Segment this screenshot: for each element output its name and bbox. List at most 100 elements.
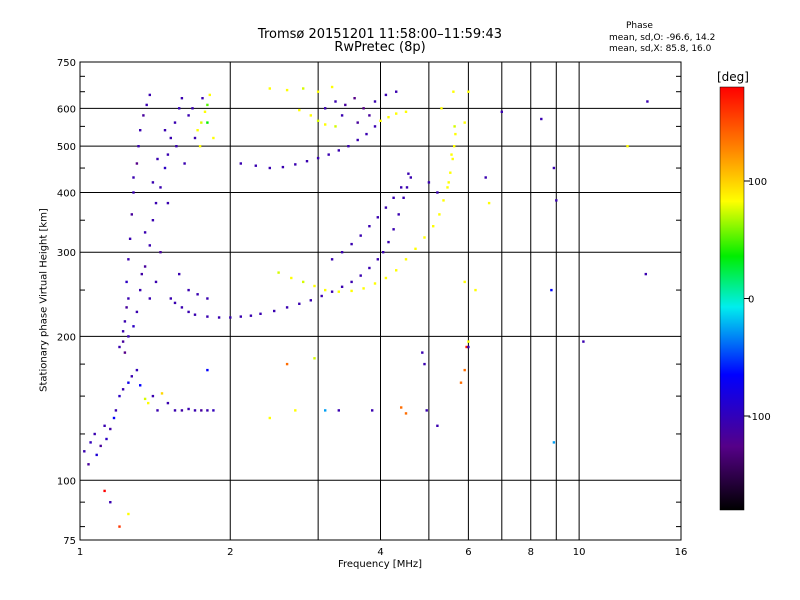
x-tick-label: 6 <box>465 547 471 558</box>
data-point <box>309 114 312 117</box>
axis-ticks: 1 2 4 6 8 10 16 75 100 200 300 400 500 600 750 <box>57 58 687 558</box>
data-point <box>273 309 276 313</box>
y-tick-label: 200 <box>57 332 76 343</box>
data-point <box>340 114 344 117</box>
data-point <box>316 90 320 93</box>
data-point <box>132 191 135 194</box>
data-point <box>139 129 142 132</box>
x-tick-label: 1 <box>77 547 83 558</box>
data-point <box>467 345 470 349</box>
data-point <box>552 441 556 444</box>
data-point <box>187 310 190 314</box>
data-point <box>281 165 285 169</box>
data-point <box>163 129 167 132</box>
data-point <box>147 401 150 405</box>
data-point <box>148 297 151 300</box>
data-point <box>324 409 327 412</box>
data-point <box>118 525 121 528</box>
data-point <box>151 394 155 398</box>
data-point <box>93 432 96 436</box>
data-point <box>285 306 289 309</box>
data-points <box>83 85 649 528</box>
data-point <box>373 125 377 128</box>
x-tick-label: 10 <box>573 547 586 558</box>
data-point <box>327 153 330 156</box>
data-point <box>143 265 147 268</box>
data-point <box>285 88 289 92</box>
data-point <box>298 108 301 112</box>
data-point <box>440 107 443 110</box>
data-point <box>350 280 353 284</box>
y-tick-label: 500 <box>57 142 76 153</box>
data-point <box>156 409 159 412</box>
data-point <box>217 316 221 319</box>
data-point <box>397 213 400 216</box>
data-point <box>453 125 456 128</box>
data-point <box>405 186 409 189</box>
colorbar-tick-label: -100 <box>748 412 771 423</box>
x-axis-label: Frequency [MHz] <box>337 559 423 570</box>
data-point <box>206 297 209 300</box>
data-point <box>206 368 209 372</box>
data-point <box>109 501 112 504</box>
data-point <box>626 145 629 148</box>
data-point <box>187 407 190 411</box>
data-point <box>83 450 86 453</box>
data-point <box>409 176 412 179</box>
data-point <box>359 234 362 237</box>
data-point <box>447 181 450 184</box>
data-point <box>376 216 379 219</box>
data-point <box>384 276 388 280</box>
data-point <box>178 272 181 276</box>
data-point <box>143 231 147 234</box>
data-point <box>465 345 468 349</box>
x-tick-label: 16 <box>675 547 688 558</box>
data-point <box>404 110 408 113</box>
data-point <box>474 288 477 292</box>
data-point <box>425 409 428 412</box>
data-point <box>151 181 155 184</box>
data-point <box>353 97 356 100</box>
data-point <box>196 129 199 132</box>
data-point <box>646 100 649 103</box>
data-point <box>452 90 455 93</box>
data-point <box>392 228 395 231</box>
data-point <box>89 441 92 444</box>
data-point <box>125 280 128 284</box>
data-point <box>249 314 253 317</box>
data-point <box>114 409 118 412</box>
data-point <box>137 145 140 148</box>
data-point <box>400 186 403 189</box>
data-point <box>320 294 323 298</box>
data-point <box>350 242 353 246</box>
data-point <box>555 199 558 202</box>
data-point <box>123 351 127 354</box>
data-point <box>313 284 316 288</box>
chart-subtitle: RwPretec (8p) <box>334 40 426 55</box>
data-point <box>436 191 439 194</box>
data-point <box>121 388 125 391</box>
data-point <box>127 335 130 338</box>
data-point <box>128 237 132 240</box>
data-point <box>365 132 368 136</box>
data-point <box>550 288 553 292</box>
data-point <box>368 266 371 270</box>
data-point <box>552 166 556 170</box>
data-point <box>285 362 289 366</box>
data-point <box>446 186 449 189</box>
data-point <box>121 340 125 343</box>
data-point <box>173 121 177 124</box>
data-point <box>404 412 408 415</box>
data-point <box>166 401 170 405</box>
data-point <box>362 107 365 110</box>
data-point <box>151 219 155 222</box>
data-point <box>373 100 377 103</box>
data-point <box>139 288 142 292</box>
data-point <box>125 306 128 309</box>
data-point <box>379 119 382 122</box>
data-point <box>459 381 463 384</box>
data-point <box>414 247 417 250</box>
data-point <box>105 437 108 441</box>
data-point <box>392 196 395 199</box>
data-point <box>163 166 167 170</box>
